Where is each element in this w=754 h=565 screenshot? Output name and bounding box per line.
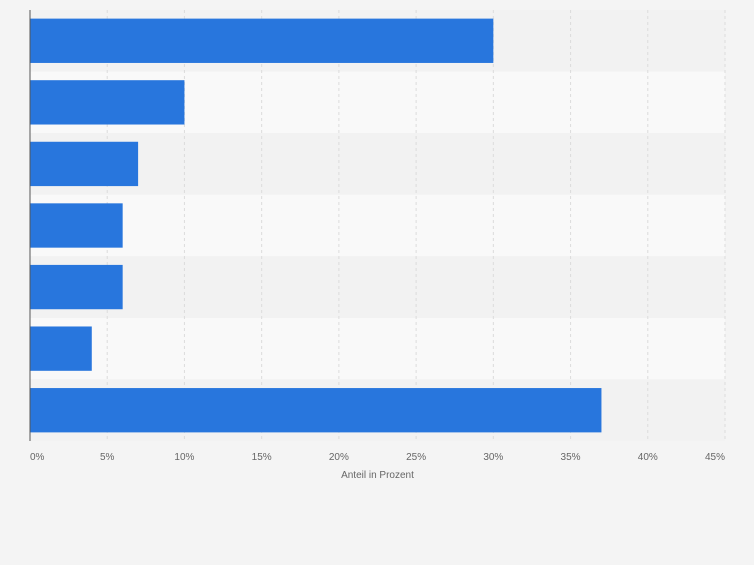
bar[interactable] [30,203,123,248]
row-band [30,133,725,195]
x-tick-label: 5% [100,452,115,463]
x-tick-label: 15% [252,452,272,463]
x-tick-label: 20% [329,452,349,463]
row-bands [30,10,725,441]
x-tick-label: 0% [30,452,45,463]
x-axis-label: Anteil in Prozent [341,470,414,481]
row-band [30,256,725,318]
x-tick-labels: 0% 5% 10% 15% 20% 25% 30% 35% 40% 45% [30,452,725,463]
bar[interactable] [30,326,92,371]
x-tick-label: 25% [406,452,426,463]
bars [30,18,602,433]
bar[interactable] [30,388,602,433]
x-tick-label: 10% [174,452,194,463]
x-tick-label: 30% [483,452,503,463]
bar[interactable] [30,18,494,63]
bar[interactable] [30,141,139,187]
bar[interactable] [30,264,123,310]
row-band [30,317,725,380]
x-tick-label: 45% [705,452,725,463]
bar[interactable] [30,80,185,125]
x-tick-label: 35% [561,452,581,463]
x-tick-label: 40% [638,452,658,463]
row-band [30,194,725,257]
